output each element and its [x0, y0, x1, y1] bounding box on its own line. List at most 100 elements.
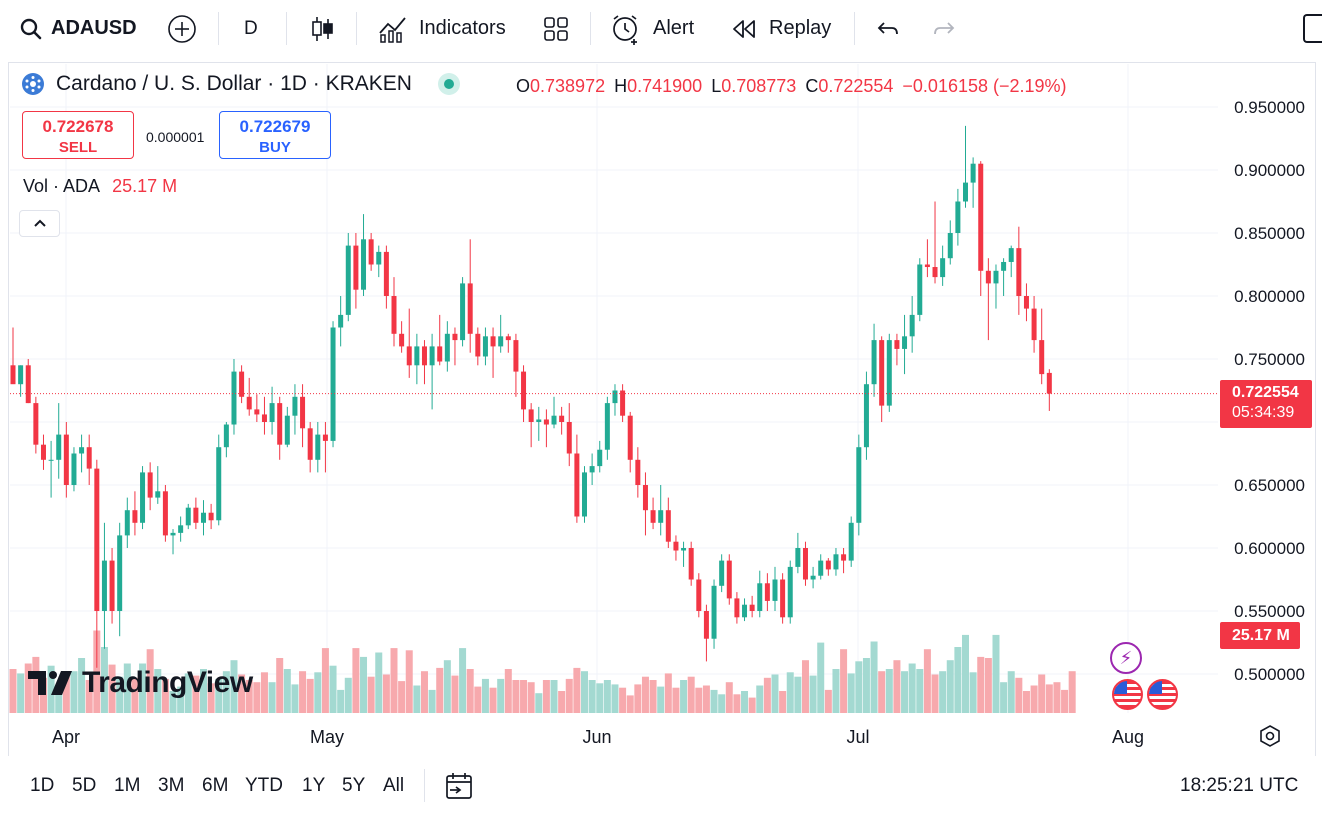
candle[interactable] — [985, 258, 991, 341]
candle[interactable] — [117, 522, 123, 637]
candle[interactable] — [757, 570, 763, 618]
candle[interactable] — [475, 327, 481, 366]
candle[interactable] — [292, 384, 298, 435]
candle[interactable] — [40, 434, 46, 470]
candle[interactable] — [246, 377, 252, 416]
candle[interactable] — [383, 245, 389, 309]
candle[interactable] — [978, 161, 984, 296]
range-button-1y[interactable]: 1Y — [302, 775, 326, 796]
candle[interactable] — [162, 485, 168, 542]
market-status-icon[interactable] — [437, 73, 460, 95]
candle[interactable] — [810, 566, 816, 589]
candle[interactable] — [10, 327, 16, 385]
candle[interactable] — [63, 422, 69, 498]
candle[interactable] — [178, 516, 184, 542]
range-button-6m[interactable]: 6M — [202, 775, 229, 796]
candle[interactable] — [513, 333, 519, 397]
candle[interactable] — [856, 434, 862, 536]
candle[interactable] — [216, 434, 222, 526]
alert-button[interactable]: Alert — [610, 0, 694, 57]
candle[interactable] — [239, 365, 245, 404]
candle[interactable] — [109, 548, 115, 624]
candle[interactable] — [1023, 283, 1029, 322]
candle[interactable] — [208, 503, 214, 530]
candle[interactable] — [574, 434, 580, 523]
candle[interactable] — [825, 558, 831, 576]
candle[interactable] — [909, 296, 915, 353]
candle[interactable] — [711, 579, 717, 649]
candle[interactable] — [658, 485, 664, 536]
candle[interactable] — [406, 308, 412, 378]
candle[interactable] — [787, 560, 793, 624]
range-button-1m[interactable]: 1M — [114, 775, 141, 796]
candle[interactable] — [1039, 308, 1045, 385]
candle[interactable] — [277, 396, 283, 460]
candle[interactable] — [536, 406, 542, 441]
candle[interactable] — [124, 497, 130, 548]
candle[interactable] — [399, 321, 405, 353]
candle[interactable] — [764, 573, 770, 611]
candle[interactable] — [132, 491, 138, 536]
candle[interactable] — [947, 220, 953, 265]
candle[interactable] — [863, 371, 869, 460]
replay-button[interactable]: Replay — [731, 0, 831, 57]
candle[interactable] — [597, 440, 603, 473]
candle[interactable] — [201, 500, 206, 536]
candle[interactable] — [231, 359, 237, 435]
candle[interactable] — [627, 411, 633, 473]
candle[interactable] — [818, 554, 824, 580]
candle[interactable] — [94, 459, 100, 668]
candle[interactable] — [101, 522, 107, 649]
candle[interactable] — [284, 406, 290, 448]
candle[interactable] — [635, 447, 641, 498]
range-button-1d[interactable]: 1D — [30, 775, 55, 796]
candle[interactable] — [955, 188, 961, 246]
candle[interactable] — [330, 321, 336, 448]
candle[interactable] — [414, 333, 420, 385]
candle[interactable] — [642, 472, 648, 536]
candle[interactable] — [185, 503, 191, 530]
range-button-5d[interactable]: 5D — [72, 775, 97, 796]
candle[interactable] — [18, 365, 24, 397]
candle[interactable] — [498, 314, 504, 353]
candle[interactable] — [582, 466, 587, 523]
candle[interactable] — [970, 157, 976, 208]
candle[interactable] — [261, 396, 267, 435]
candle[interactable] — [79, 434, 85, 473]
candle[interactable] — [315, 422, 321, 473]
collapse-legend-button[interactable] — [19, 210, 60, 237]
volume-legend[interactable]: Vol · ADA 25.17 M — [23, 176, 177, 197]
buy-button[interactable]: 0.722679 BUY — [219, 111, 331, 159]
candle[interactable] — [338, 296, 344, 347]
candle[interactable] — [650, 497, 656, 530]
candle[interactable] — [140, 466, 146, 530]
clock-timezone[interactable]: 18:25:21 UTC — [1180, 775, 1299, 796]
candle[interactable] — [429, 333, 435, 410]
candle[interactable] — [696, 573, 702, 618]
candle[interactable] — [361, 214, 367, 296]
candle[interactable] — [924, 239, 930, 278]
candle[interactable] — [902, 314, 908, 375]
candle[interactable] — [452, 327, 458, 366]
redo-button[interactable] — [932, 0, 956, 57]
candle[interactable] — [620, 384, 626, 422]
candle[interactable] — [833, 548, 839, 576]
candle[interactable] — [772, 566, 778, 611]
candle[interactable] — [566, 403, 572, 467]
us-flag-event-icon[interactable] — [1112, 679, 1143, 710]
candle[interactable] — [391, 277, 397, 347]
candle[interactable] — [86, 434, 92, 485]
candle[interactable] — [802, 541, 808, 586]
candle[interactable] — [528, 403, 534, 448]
candle[interactable] — [612, 384, 618, 416]
candle[interactable] — [688, 541, 694, 586]
candle[interactable] — [300, 384, 306, 448]
candle[interactable] — [886, 333, 892, 412]
candle[interactable] — [742, 598, 748, 622]
candle[interactable] — [482, 327, 488, 366]
candle[interactable] — [71, 447, 77, 492]
candle[interactable] — [353, 233, 359, 309]
candle[interactable] — [894, 333, 900, 366]
candle[interactable] — [490, 327, 496, 378]
